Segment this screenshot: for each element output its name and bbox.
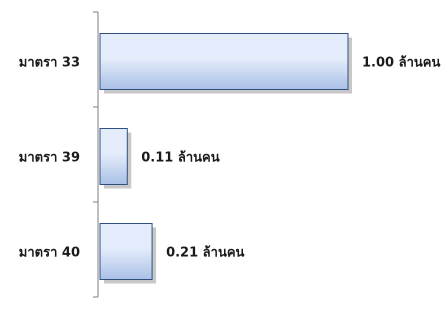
category-label: มาตรา 33 [19, 56, 80, 71]
data-label: 1.00 ล้านคน [362, 55, 440, 71]
bar-3 [99, 223, 153, 280]
category-label: มาตรา 40 [19, 246, 80, 261]
category-label: มาตรา 39 [19, 151, 80, 166]
bar-2 [99, 128, 128, 185]
bar-1 [99, 33, 349, 90]
data-label: 0.21 ล้านคน [166, 245, 244, 261]
data-label: 0.11 ล้านคน [141, 150, 219, 166]
